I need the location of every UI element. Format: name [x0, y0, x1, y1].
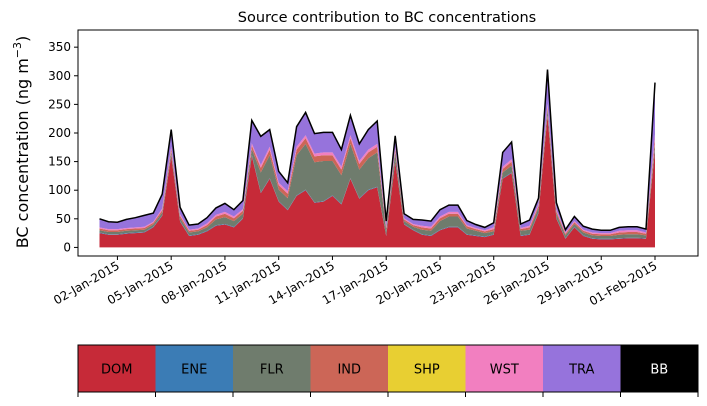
- colorbar-swatch-ind: [310, 345, 388, 392]
- y-tick-label: 200: [48, 126, 71, 140]
- area-tra: [99, 69, 655, 234]
- chart-title: Source contribution to BC concentrations: [238, 10, 536, 26]
- y-tick-label: 250: [48, 97, 71, 111]
- colorbar-label-flr: FLR: [260, 363, 284, 378]
- colorbar-swatch-bb: [620, 345, 698, 392]
- colorbar-label-tra: TRA: [568, 363, 594, 378]
- colorbar-swatch-flr: [233, 345, 311, 392]
- y-axis-label: BC concentration (ng m−3): [11, 36, 32, 249]
- colorbar-label-dom: DOM: [101, 363, 132, 378]
- colorbar-swatch-wst: [465, 345, 543, 392]
- colorbar-label-ene: ENE: [181, 363, 207, 378]
- area-dom: [99, 115, 655, 248]
- colorbar-label-shp: SHP: [414, 363, 440, 378]
- stacked-areas: [99, 69, 655, 248]
- y-tick-label: 300: [48, 69, 71, 83]
- bb-total-line-group: [99, 69, 656, 232]
- colorbar-swatch-shp: [388, 345, 466, 392]
- colorbar-label-wst: WST: [490, 363, 519, 378]
- colorbar-swatch-tra: [543, 345, 621, 392]
- y-tick-label: 0: [63, 240, 71, 254]
- y-tick-label: 50: [56, 212, 71, 226]
- y-tick-label: 350: [48, 40, 71, 54]
- y-tick-label: 100: [48, 183, 71, 197]
- bb-total-line: [99, 69, 656, 232]
- colorbar-swatch-dom: [78, 345, 156, 392]
- y-tick-label: 150: [48, 155, 71, 169]
- colorbar-label-ind: IND: [337, 363, 361, 378]
- area-flr: [99, 109, 655, 239]
- source-colorbar: DOM ENE FLR IND SHP WST TRA BB: [77, 344, 699, 397]
- colorbar-label-bb: BB: [650, 363, 668, 378]
- plot-frame: [77, 29, 699, 257]
- x-axis: 02-Jan-201505-Jan-201508-Jan-201511-Jan-…: [51, 256, 659, 308]
- y-axis: 0 50 100 150 200 250 300 350: [48, 40, 78, 254]
- colorbar-swatch-ene: [155, 345, 233, 392]
